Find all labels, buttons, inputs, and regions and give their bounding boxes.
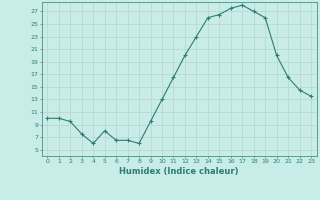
X-axis label: Humidex (Indice chaleur): Humidex (Indice chaleur) bbox=[119, 167, 239, 176]
